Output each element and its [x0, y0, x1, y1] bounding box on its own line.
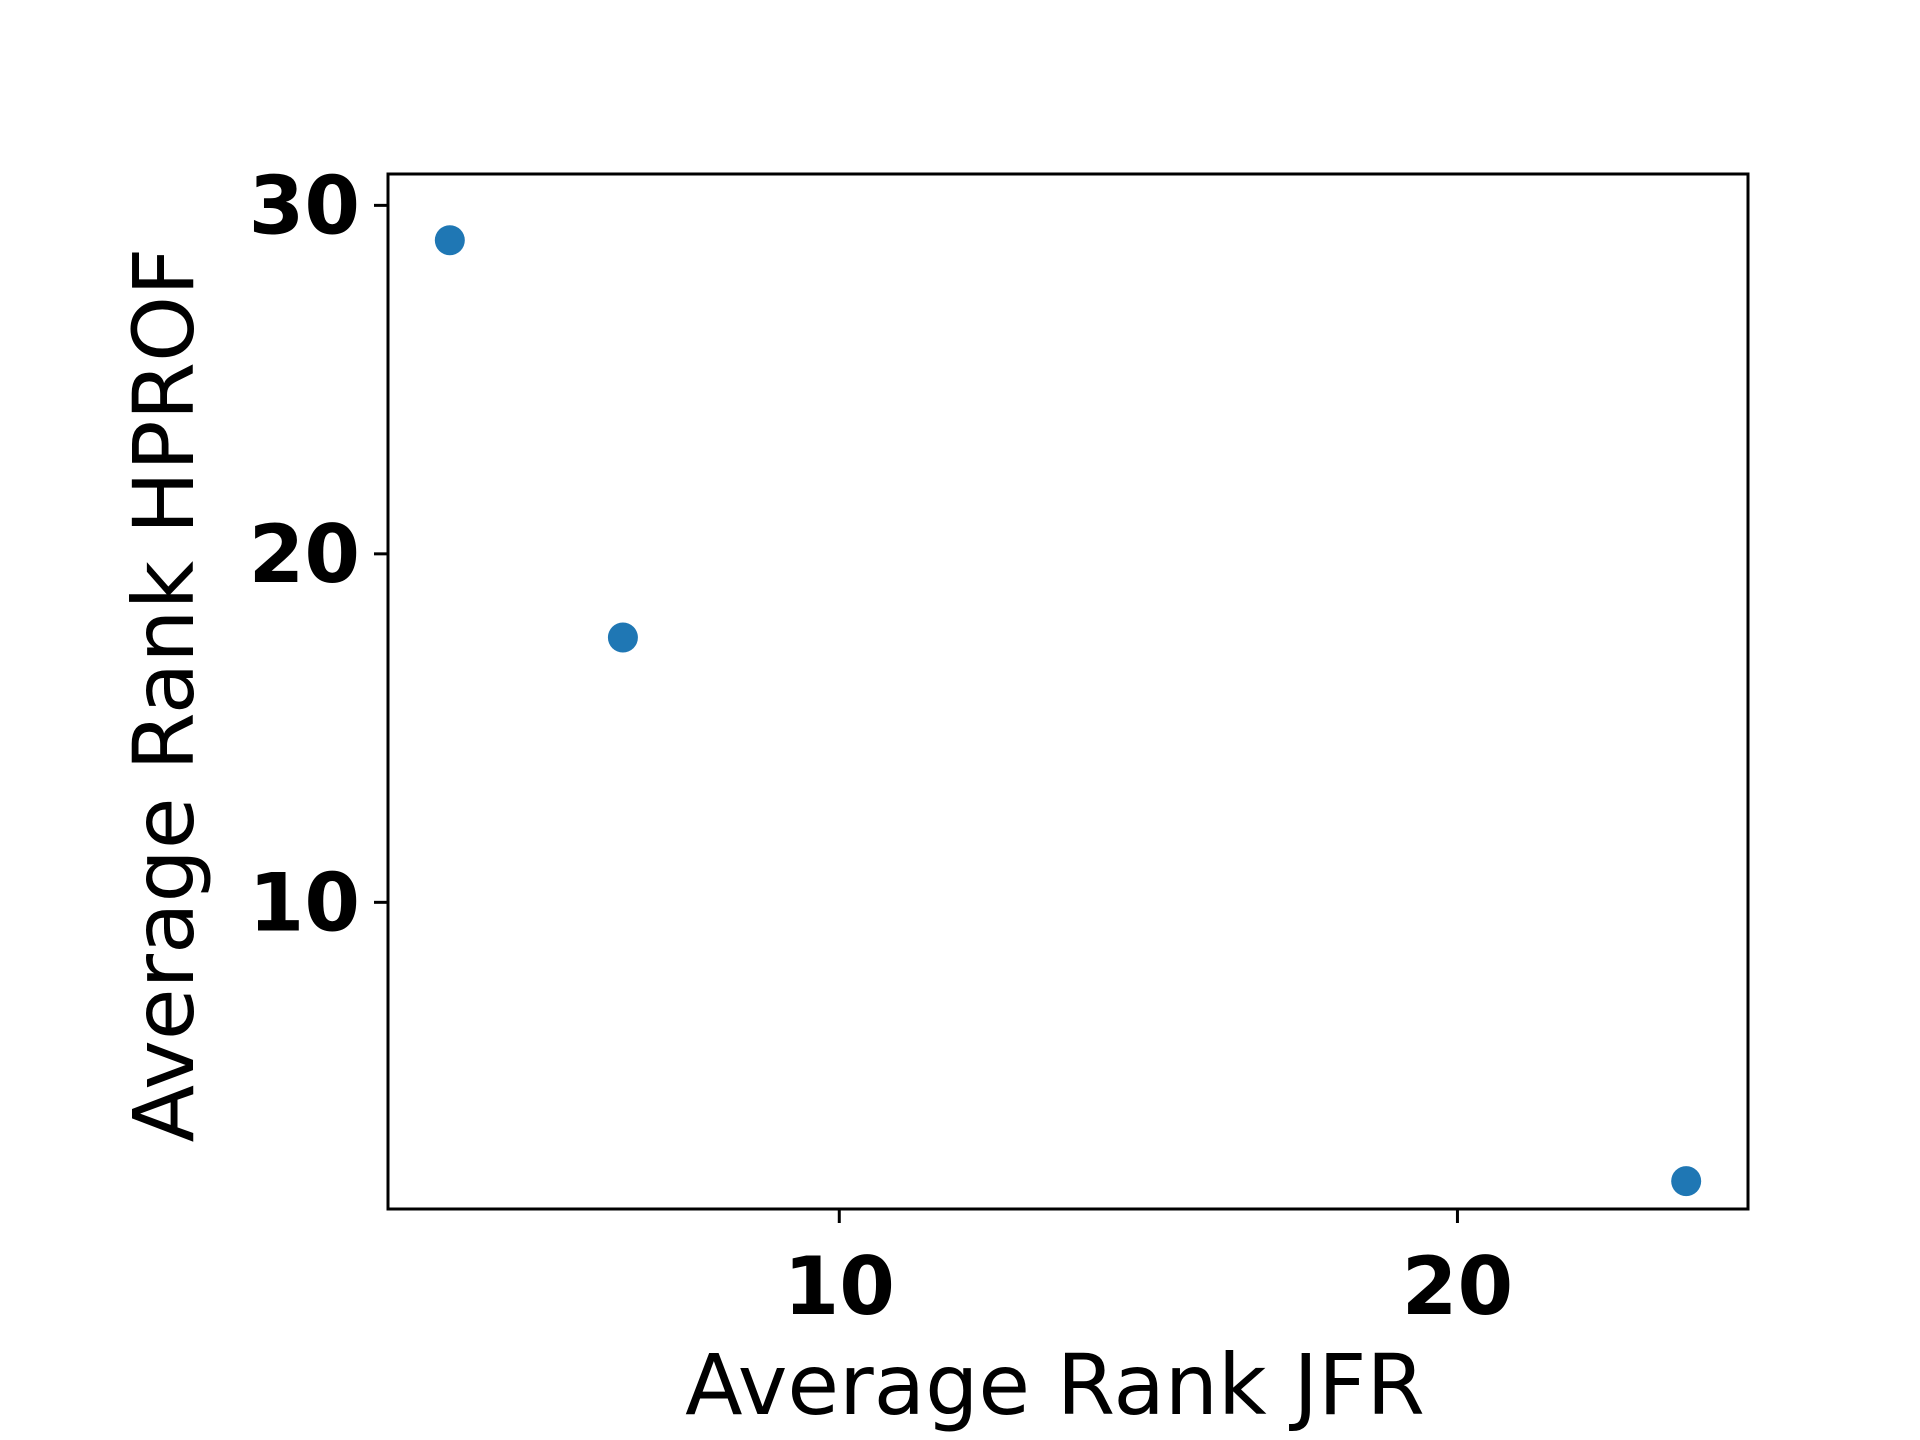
x-tick-label: 20 — [1402, 1240, 1513, 1333]
axis-ticks: 10 20 10 20 30 — [249, 159, 1513, 1333]
plot-frame — [386, 172, 1750, 1211]
x-axis-label: Average Rank JFR — [685, 1336, 1425, 1434]
data-points — [434, 225, 1702, 1197]
y-tick-label: 20 — [249, 508, 360, 601]
scatter-point — [607, 622, 638, 653]
scatter-point — [1671, 1166, 1702, 1197]
scatter-point — [434, 225, 465, 256]
y-tick-label: 10 — [249, 856, 360, 949]
y-axis-label-group: Average Rank HPROF — [115, 248, 213, 1143]
y-tick-label: 30 — [249, 159, 360, 252]
y-axis-label: Average Rank HPROF — [115, 248, 213, 1143]
x-tick-label: 10 — [784, 1240, 895, 1333]
